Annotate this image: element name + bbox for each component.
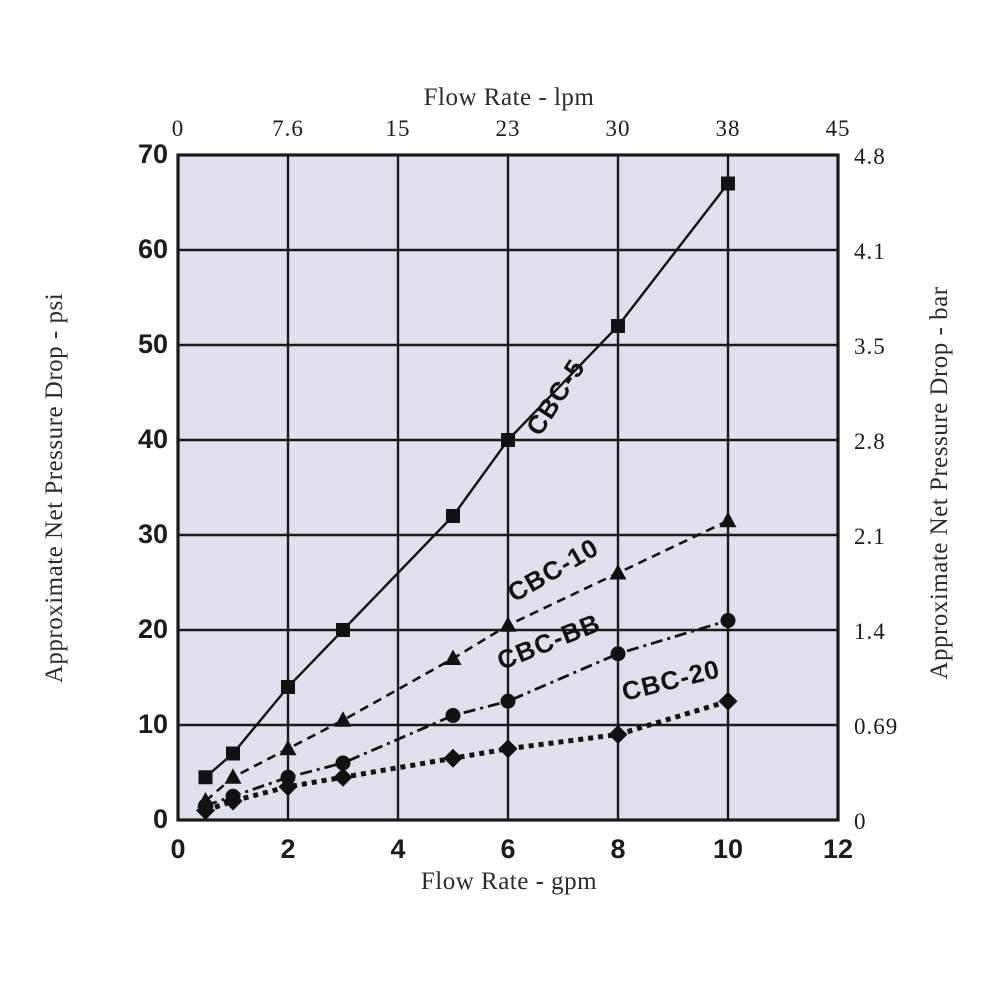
series-cbc-20-marker (196, 801, 215, 820)
series-cbc-5-marker (501, 433, 515, 447)
series-cbc-bb-line (205, 619, 729, 808)
y-right-tick-0: 0 (854, 809, 867, 834)
y-right-tick-4.1: 4.1 (854, 239, 886, 264)
series-cbc-20-marker (333, 767, 353, 787)
series-cbc-20-line (204, 698, 729, 813)
x-top-tick-0: 0 (171, 116, 185, 141)
series-cbc-20-marker (498, 739, 518, 759)
y-right-tick-2.1: 2.1 (854, 524, 886, 549)
y-left-tick-70: 70 (137, 139, 168, 169)
left-axis-title: Approximate Net Pressure Drop - psi (41, 292, 68, 684)
y-left-tick-20: 20 (137, 614, 168, 644)
x-bottom-tick-0: 0 (170, 834, 186, 864)
series-cbc-5-marker (336, 623, 350, 637)
series-cbc-10-marker (719, 511, 737, 528)
series-cbc-10-marker (224, 768, 242, 784)
series-cbc-20-marker (608, 725, 628, 744)
top-axis-title: Flow Rate - lpm (423, 84, 595, 111)
series-cbc-20-marker (718, 691, 738, 711)
plot-border (176, 153, 840, 822)
series-cbc-5-marker (721, 176, 735, 191)
series-cbc-5-line (204, 182, 729, 779)
series-cbc-bb-marker (610, 646, 626, 662)
y-right-tick-0.69: 0.69 (854, 714, 899, 739)
x-bottom-tick-10: 10 (712, 834, 744, 864)
series-cbc-10-marker (444, 649, 462, 665)
series-cbc-bb-marker (445, 708, 461, 723)
series-cbc-5-marker (226, 746, 240, 761)
series-cbc-10-marker (499, 616, 517, 632)
bottom-axis-title: Flow Rate - gpm (420, 868, 598, 895)
series-cbc-10-marker (334, 711, 352, 727)
y-right-tick-1.4: 1.4 (854, 619, 886, 644)
y-right-tick-2.8: 2.8 (854, 429, 886, 454)
x-top-tick-38: 38 (715, 116, 741, 141)
series-cbc-10-line (204, 519, 729, 802)
y-left-tick-60: 60 (137, 234, 168, 264)
series-cbc-5-marker (446, 509, 460, 523)
series-cbc-20-marker (223, 791, 243, 811)
x-bottom-tick-6: 6 (500, 834, 516, 864)
y-right-tick-3.5: 3.5 (854, 334, 886, 359)
series-cbc-5-marker (198, 770, 213, 785)
series-cbc-10-marker (279, 739, 297, 756)
x-top-tick-30: 30 (605, 116, 631, 141)
y-left-tick-50: 50 (137, 329, 168, 359)
series-cbc-bb-marker (720, 613, 736, 628)
x-bottom-tick-12: 12 (822, 834, 854, 864)
x-top-tick-15: 15 (385, 116, 411, 141)
x-top-tick-45: 45 (825, 116, 851, 141)
y-left-tick-30: 30 (137, 519, 168, 549)
y-right-tick-4.8: 4.8 (854, 144, 886, 169)
y-left-tick-0: 0 (152, 804, 168, 834)
series-cbc-10-marker (609, 564, 627, 580)
series-cbc-5-marker (611, 319, 625, 333)
x-top-tick-23: 23 (495, 116, 521, 141)
series-cbc-20-marker (278, 777, 298, 797)
y-left-tick-40: 40 (137, 424, 168, 454)
x-bottom-tick-2: 2 (280, 834, 296, 864)
y-left-tick-10: 10 (137, 709, 168, 739)
x-bottom-tick-4: 4 (390, 834, 406, 864)
series-cbc-20-marker (443, 748, 463, 768)
series-cbc-bb-marker (500, 693, 516, 709)
series-cbc-bb-marker (335, 755, 351, 771)
series-cbc-5-marker (281, 680, 295, 694)
x-bottom-tick-8: 8 (610, 834, 626, 864)
x-top-tick-7.6: 7.6 (272, 116, 304, 141)
